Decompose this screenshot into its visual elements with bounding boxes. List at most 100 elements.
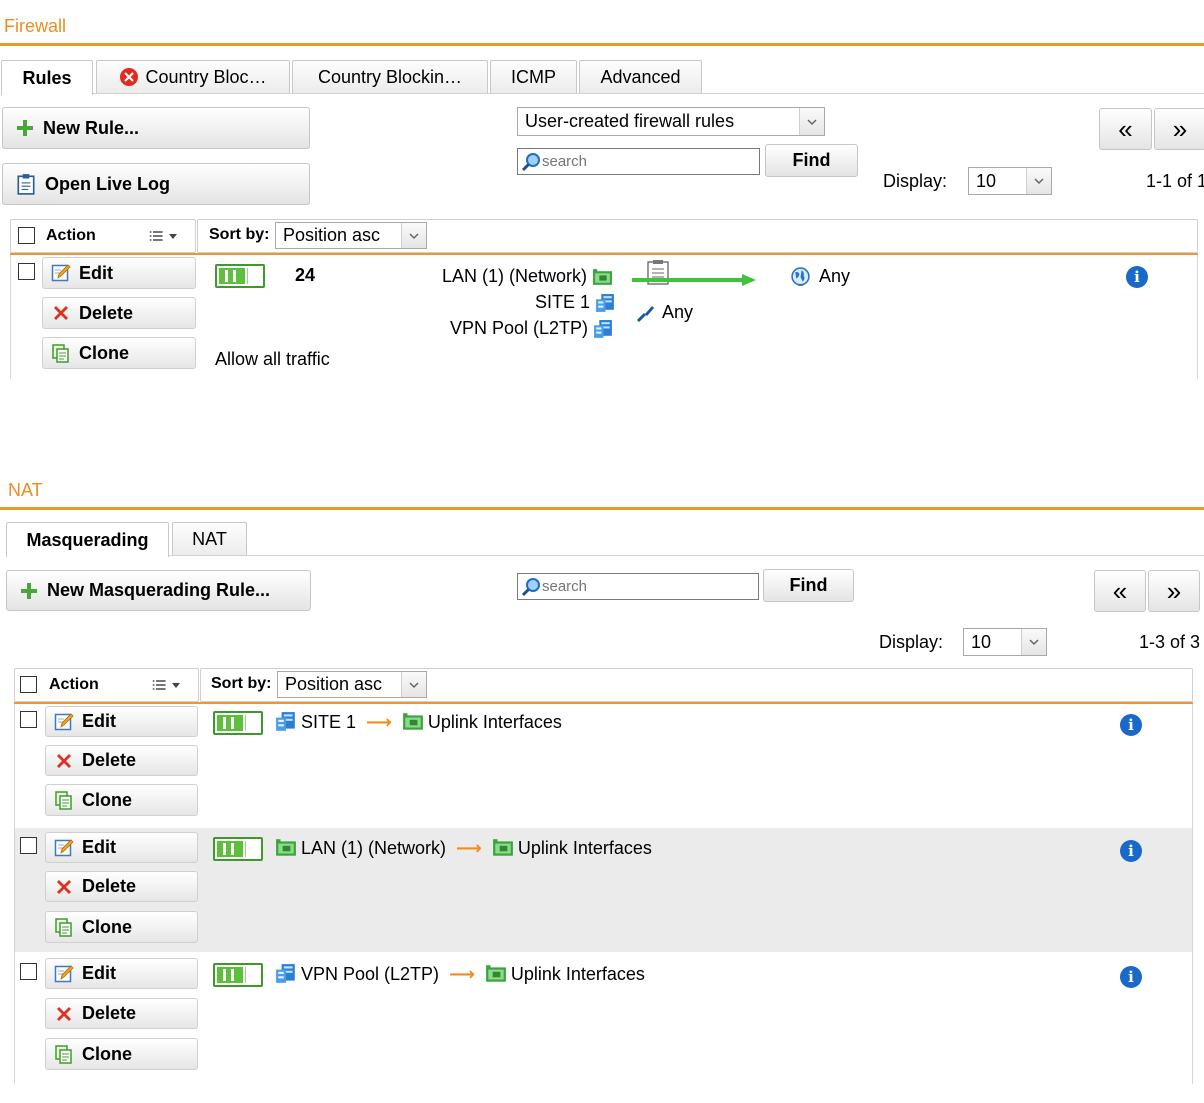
info-icon[interactable]: i	[1120, 840, 1142, 862]
rule-enable-toggle[interactable]	[213, 963, 263, 987]
delete-label: Delete	[82, 750, 137, 770]
nat-search-input[interactable]	[542, 578, 722, 595]
rule-enable-toggle[interactable]	[215, 264, 265, 288]
chevron-down-icon[interactable]	[1021, 629, 1046, 655]
interface-label[interactable]: Uplink Interfaces	[517, 837, 652, 858]
row-checkbox[interactable]	[20, 963, 37, 980]
new-masquerading-rule-label: New Masquerading Rule...	[47, 580, 271, 600]
nat-action-label: Action	[49, 676, 99, 693]
nat-find-button[interactable]: Find	[763, 569, 854, 602]
firewall-column-menu[interactable]	[149, 228, 179, 244]
firewall-display-select[interactable]: 10	[968, 167, 1052, 195]
nat-sort-select[interactable]: Position asc	[277, 671, 427, 698]
firewall-tabs: Rules Country Bloc… Country Blockin… ICM…	[0, 60, 1204, 95]
delete-button[interactable]: Delete	[45, 871, 198, 902]
nat-display-select[interactable]: 10	[963, 628, 1047, 656]
firewall-sort-select[interactable]: Position asc	[275, 222, 427, 249]
edit-label: Edit	[82, 711, 116, 731]
table-row	[10, 255, 1198, 379]
rule-comment: Allow all traffic	[215, 349, 330, 369]
tab-masquerading[interactable]: Masquerading	[6, 522, 169, 557]
destination-label: Any	[819, 266, 851, 286]
firewall-search-input[interactable]	[542, 153, 722, 170]
host-icon	[595, 293, 616, 314]
edit-button[interactable]: Edit	[42, 257, 196, 289]
new-masquerading-rule-button[interactable]: New Masquerading Rule...	[6, 570, 311, 611]
caret-down-icon	[170, 679, 182, 691]
clone-label: Clone	[79, 342, 130, 363]
firewall-next-page-button[interactable]: »	[1154, 108, 1204, 150]
sort-value: Position asc	[285, 674, 383, 694]
service-label: Any	[662, 302, 694, 322]
table-row: Edit Delete Clone LAN (1) (Network) ⟶ Up…	[0, 830, 1204, 954]
row-checkbox[interactable]	[20, 711, 37, 728]
tab-country-blocking-2[interactable]: Country Blockin…	[292, 60, 488, 93]
rule-source-site1[interactable]: SITE 1	[535, 292, 616, 314]
clone-button[interactable]: Clone	[45, 1038, 198, 1070]
edit-icon	[54, 712, 74, 732]
nat-next-page-button[interactable]: »	[1148, 570, 1200, 612]
rule-source-lan[interactable]: LAN (1) (Network)	[442, 266, 613, 288]
nat-section-title: NAT	[8, 480, 43, 500]
search-icon	[521, 152, 541, 172]
delete-button[interactable]: Delete	[42, 297, 196, 329]
delete-button[interactable]: Delete	[45, 998, 198, 1029]
open-live-log-label: Open Live Log	[45, 173, 171, 194]
interface-label[interactable]: Uplink Interfaces	[427, 711, 562, 732]
firewall-search-box[interactable]	[517, 148, 760, 175]
firewall-find-button[interactable]: Find	[765, 144, 858, 177]
tab-advanced[interactable]: Advanced	[579, 60, 702, 93]
open-live-log-button[interactable]: Open Live Log	[2, 163, 310, 205]
clone-button[interactable]: Clone	[42, 337, 196, 369]
source-label: VPN Pool (L2TP)	[450, 318, 589, 338]
nat-select-all-checkbox[interactable]	[20, 676, 37, 693]
edit-button[interactable]: Edit	[45, 958, 198, 989]
info-icon[interactable]: i	[1126, 266, 1148, 288]
new-rule-button[interactable]: New Rule...	[2, 107, 310, 149]
network-icon	[592, 267, 613, 288]
chevron-down-icon[interactable]	[1026, 168, 1051, 194]
info-icon[interactable]: i	[1120, 966, 1142, 988]
rule-enable-toggle[interactable]	[213, 711, 263, 735]
chevron-down-icon[interactable]	[799, 108, 824, 135]
nat-column-menu[interactable]	[152, 677, 182, 693]
edit-button[interactable]: Edit	[45, 832, 198, 863]
chevron-down-icon[interactable]	[401, 672, 426, 697]
masquerade-rule-summary: SITE 1 ⟶ Uplink Interfaces	[275, 711, 562, 733]
clone-button[interactable]: Clone	[45, 784, 198, 816]
tab-country-blocking-1[interactable]: Country Bloc…	[96, 60, 290, 93]
tab-icmp[interactable]: ICMP	[490, 60, 577, 93]
clone-icon	[54, 917, 74, 937]
edit-button[interactable]: Edit	[45, 706, 198, 737]
nat-range-text: 1-3 of 3	[1139, 632, 1201, 652]
delete-label: Delete	[82, 876, 137, 896]
firewall-range-text: 1-1 of 1	[1146, 171, 1204, 191]
edit-icon	[54, 838, 74, 858]
network-label[interactable]: LAN (1) (Network)	[301, 837, 447, 858]
firewall-select-all-checkbox[interactable]	[18, 227, 35, 244]
chevron-down-icon[interactable]	[401, 223, 426, 248]
delete-button[interactable]: Delete	[45, 745, 198, 776]
info-icon[interactable]: i	[1120, 714, 1142, 736]
clone-button[interactable]: Clone	[45, 911, 198, 943]
rule-destination[interactable]: Any	[790, 266, 850, 287]
network-label[interactable]: SITE 1	[301, 711, 357, 732]
rule-filter-select[interactable]: User-created firewall rules	[517, 107, 825, 136]
firewall-prev-page-button[interactable]: «	[1099, 108, 1152, 150]
nat-search-box[interactable]	[517, 573, 759, 600]
tab-rules[interactable]: Rules	[1, 60, 93, 95]
nat-prev-page-button[interactable]: «	[1094, 570, 1146, 612]
interface-label[interactable]: Uplink Interfaces	[510, 963, 645, 984]
tab-nat[interactable]: NAT	[172, 522, 247, 555]
rule-service[interactable]: Any	[636, 302, 693, 323]
rule-enable-toggle[interactable]	[213, 837, 263, 861]
row-checkbox[interactable]	[20, 837, 37, 854]
masquerade-rule-summary: LAN (1) (Network) ⟶ Uplink Interfaces	[275, 837, 652, 859]
rule-source-vpn[interactable]: VPN Pool (L2TP)	[450, 318, 614, 340]
nat-title-divider	[0, 507, 1204, 510]
row-checkbox[interactable]	[18, 263, 35, 280]
edit-label: Edit	[82, 837, 116, 857]
firewall-sort-label: Sort by:	[209, 226, 270, 243]
search-icon	[521, 577, 541, 597]
network-label[interactable]: VPN Pool (L2TP)	[301, 963, 440, 984]
